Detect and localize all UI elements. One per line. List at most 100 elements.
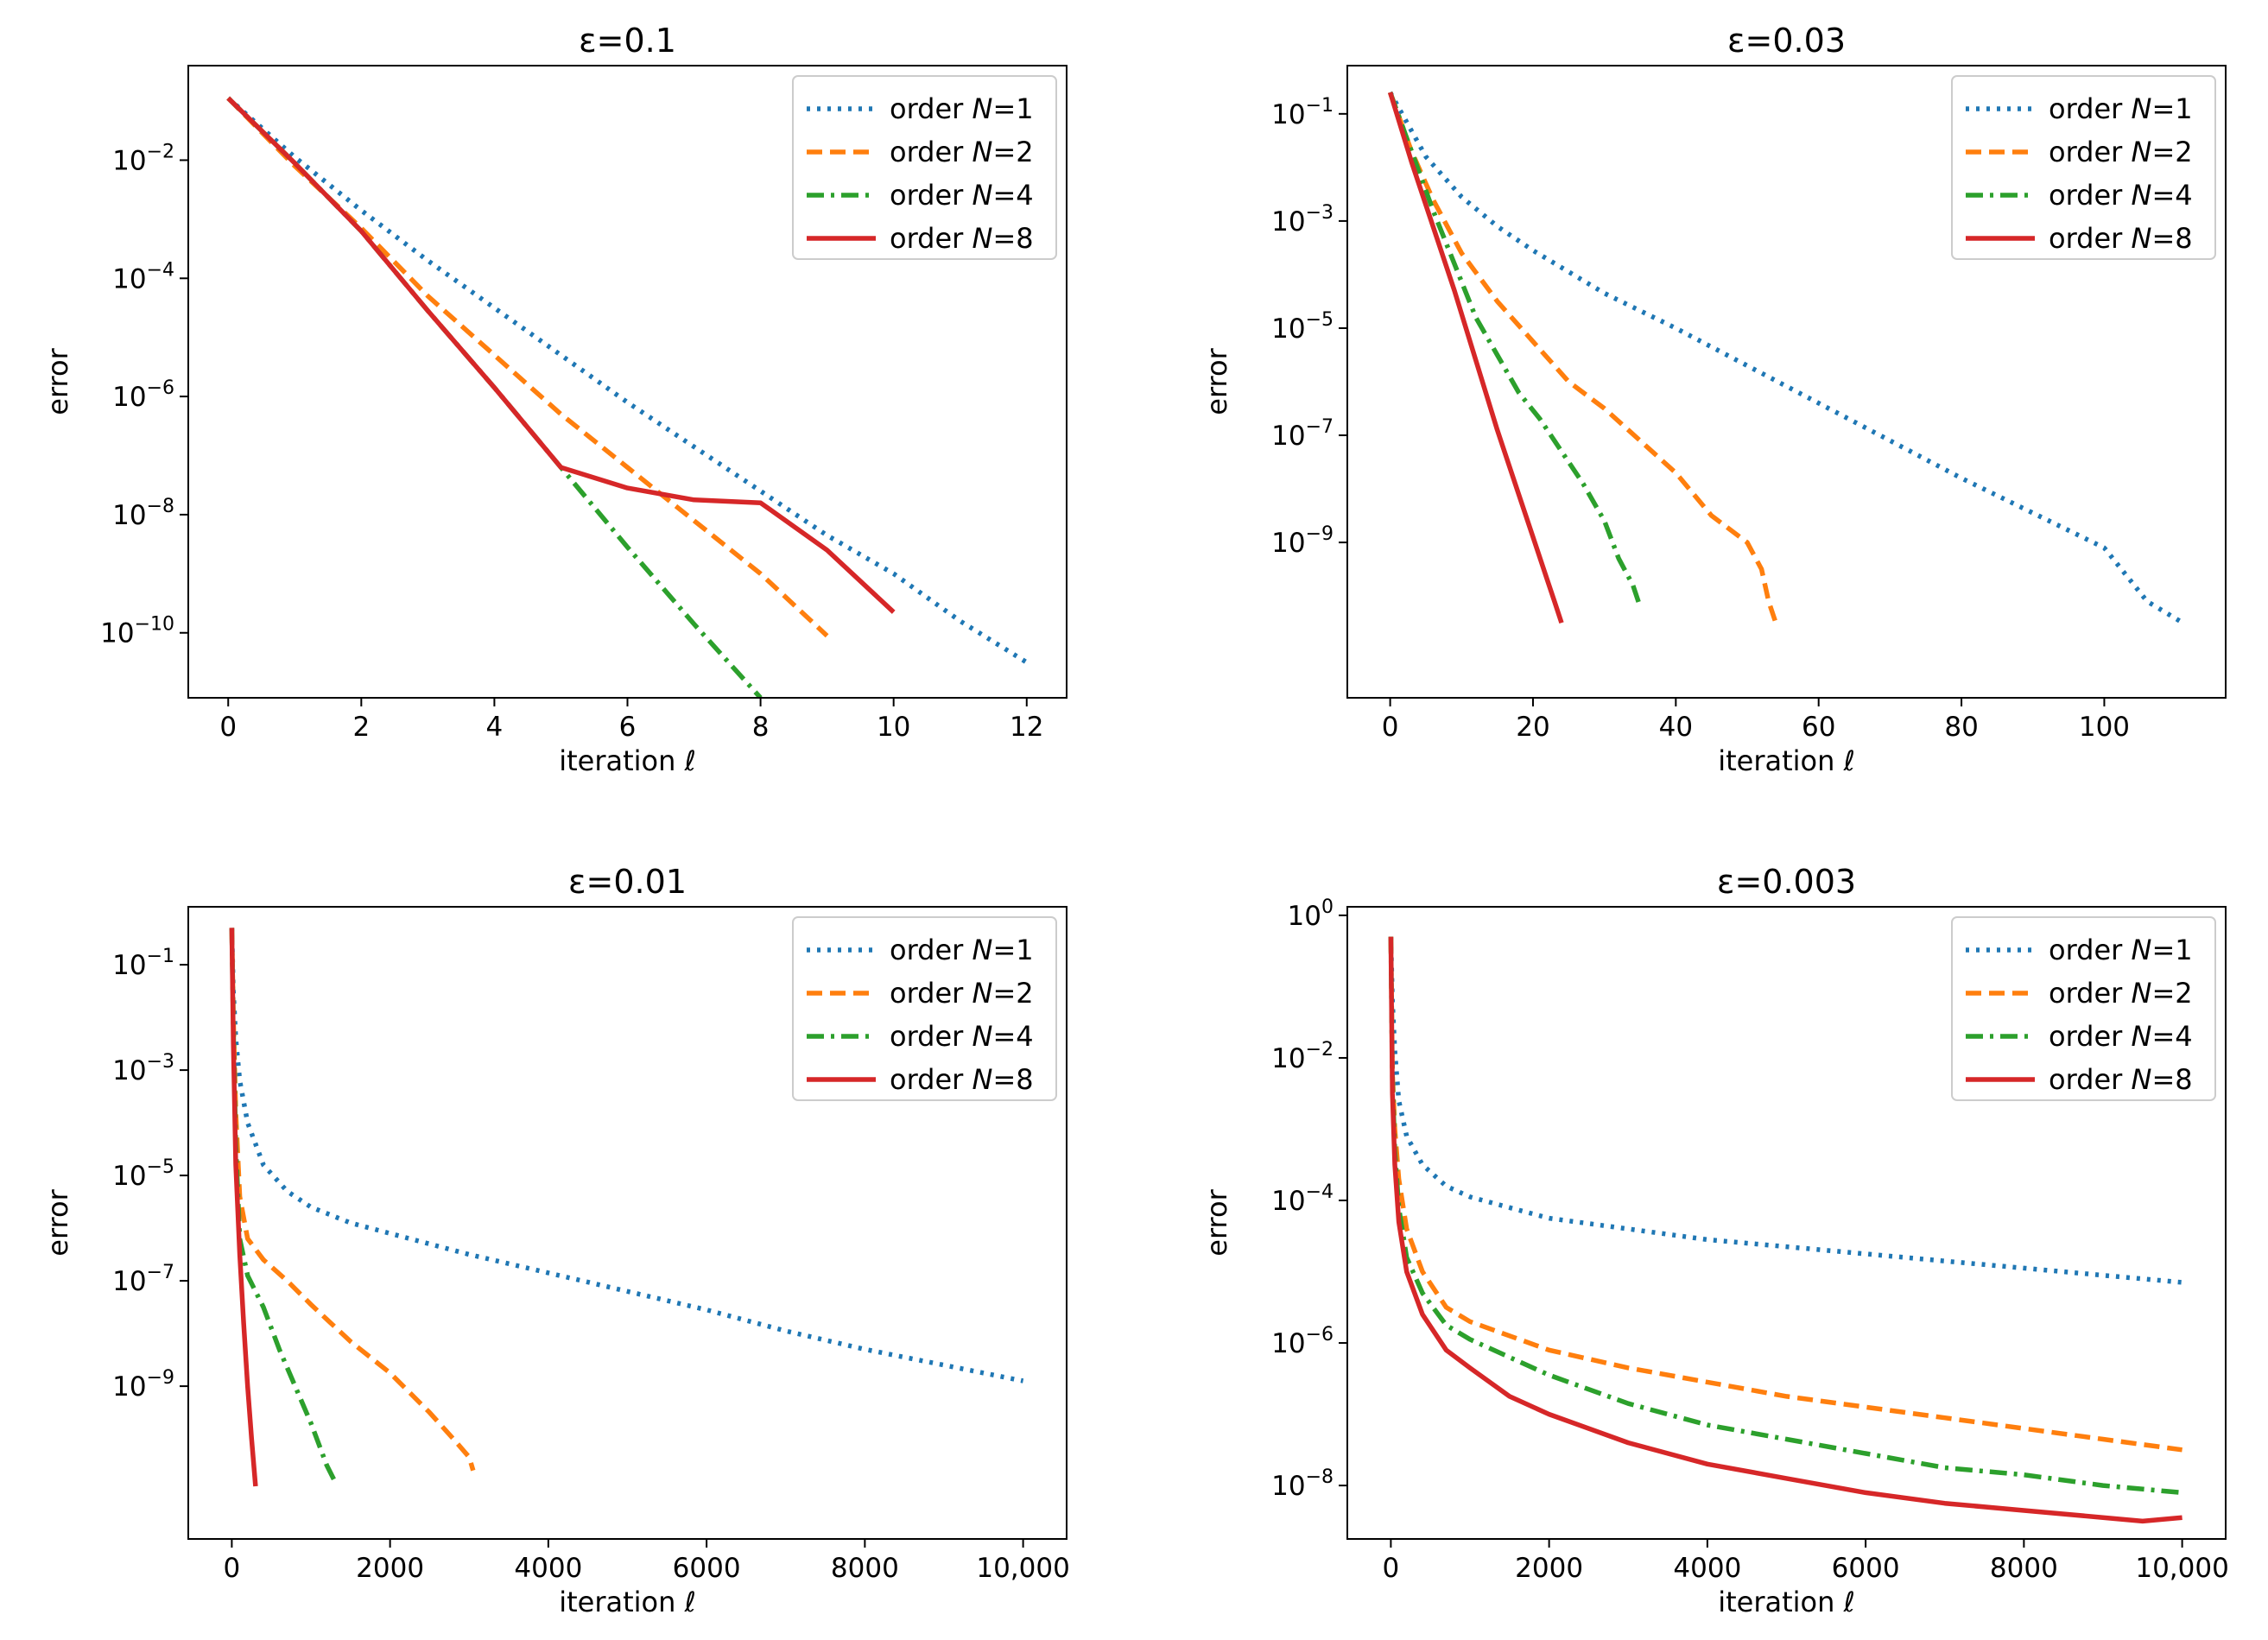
x-tick-label: 6 bbox=[619, 712, 637, 743]
series-line-n8 bbox=[1387, 92, 1564, 624]
x-tick-label: 40 bbox=[1659, 712, 1693, 743]
legend-label: order N=8 bbox=[2049, 1063, 2193, 1096]
chart-panel-4: 0 2000 4000 6000 8000 10,000 100 10−2 10−4 10−6 10… bbox=[1201, 863, 2229, 1618]
legend: order N=1 order N=2 order N=4 order N=8 bbox=[1951, 75, 2216, 260]
y-tick-label: 10−4 bbox=[112, 259, 174, 294]
chart-title: ε=0.03 bbox=[1727, 22, 1846, 60]
x-tick-label: 10 bbox=[877, 712, 910, 743]
y-tick-label: 10−6 bbox=[112, 377, 174, 413]
x-tick-label: 8000 bbox=[831, 1553, 899, 1584]
y-tick-label: 10−3 bbox=[1271, 202, 1334, 237]
x-tick-label: 2000 bbox=[1515, 1553, 1583, 1584]
y-tick-label: 10−9 bbox=[1271, 523, 1334, 559]
y-tick-label: 10−10 bbox=[100, 614, 174, 649]
x-tick-label: 4 bbox=[486, 712, 504, 743]
legend-label: order N=1 bbox=[890, 92, 1034, 125]
series-line-n4 bbox=[1388, 936, 2182, 1496]
legend-label: order N=1 bbox=[890, 934, 1034, 966]
legend-label: order N=2 bbox=[890, 136, 1034, 168]
chart-title: ε=0.003 bbox=[1717, 863, 1856, 901]
axes-frame bbox=[187, 906, 1067, 1540]
series-line-n1 bbox=[1388, 936, 2182, 1285]
x-tick-label: 2 bbox=[352, 712, 370, 743]
legend-box bbox=[1951, 75, 2216, 260]
legend-box bbox=[792, 75, 1057, 260]
x-tick-label: 100 bbox=[2079, 712, 2130, 743]
x-tick-label: 10,000 bbox=[2135, 1553, 2228, 1584]
x-tick-label: 12 bbox=[1010, 712, 1043, 743]
y-tick-label: 10−5 bbox=[1271, 309, 1334, 345]
x-tick-label: 8 bbox=[752, 712, 770, 743]
x-tick-label: 0 bbox=[219, 712, 237, 743]
series-line-n8 bbox=[1388, 936, 2182, 1524]
x-tick-label: 20 bbox=[1516, 712, 1549, 743]
y-tick-label: 10−1 bbox=[112, 946, 174, 981]
axes-frame bbox=[1346, 906, 2227, 1540]
x-tick-label: 6000 bbox=[1832, 1553, 1900, 1584]
legend-label: order N=8 bbox=[890, 222, 1034, 255]
y-tick-label: 10−6 bbox=[1271, 1324, 1334, 1359]
legend-label: order N=2 bbox=[2049, 136, 2193, 168]
x-tick-label: 10,000 bbox=[976, 1553, 1069, 1584]
y-tick-label: 10−7 bbox=[112, 1262, 174, 1297]
y-tick-label: 10−5 bbox=[112, 1156, 174, 1192]
y-axis-label: error bbox=[1201, 1188, 1233, 1256]
legend: order N=1 order N=2 order N=4 order N=8 bbox=[792, 916, 1057, 1101]
legend: order N=1 order N=2 order N=4 order N=8 bbox=[1951, 916, 2216, 1101]
y-axis-label: error bbox=[1201, 347, 1233, 415]
series-line-n1 bbox=[226, 96, 1029, 665]
legend-label: order N=1 bbox=[2049, 92, 2193, 125]
series-line-n2 bbox=[229, 928, 476, 1472]
chart-title: ε=0.01 bbox=[568, 863, 687, 901]
x-tick-label: 4000 bbox=[514, 1553, 582, 1584]
legend-label: order N=4 bbox=[2049, 179, 2193, 212]
series-line-n4 bbox=[226, 96, 763, 698]
axes-frame bbox=[1346, 65, 2227, 699]
legend-label: order N=4 bbox=[890, 1020, 1034, 1053]
legend-label: order N=2 bbox=[2049, 977, 2193, 1010]
x-axis-label: iteration ℓ bbox=[559, 1586, 696, 1618]
x-axis-label: iteration ℓ bbox=[559, 744, 696, 777]
legend-box bbox=[1951, 916, 2216, 1101]
y-tick-label: 10−9 bbox=[112, 1367, 174, 1403]
x-tick-label: 0 bbox=[224, 1553, 241, 1584]
series-line-n4 bbox=[1388, 92, 1643, 608]
chart-title: ε=0.1 bbox=[579, 22, 676, 60]
x-tick-label: 4000 bbox=[1673, 1553, 1741, 1584]
series-line-n2 bbox=[1388, 92, 1778, 624]
y-tick-label: 10−2 bbox=[112, 141, 174, 176]
y-axis-label: error bbox=[41, 1188, 74, 1256]
series-line-n1 bbox=[1388, 91, 2184, 625]
chart-panel-3: 0 2000 4000 6000 8000 10,000 10−1 10−3 10−5 10−7 1… bbox=[41, 863, 1070, 1618]
legend-label: order N=8 bbox=[2049, 222, 2193, 255]
y-tick-label: 10−7 bbox=[1271, 416, 1334, 452]
legend: order N=1 order N=2 order N=4 order N=8 bbox=[792, 75, 1057, 260]
x-tick-label: 0 bbox=[1383, 1553, 1400, 1584]
y-tick-label: 10−4 bbox=[1271, 1181, 1334, 1217]
x-tick-label: 6000 bbox=[673, 1553, 741, 1584]
series-line-n8 bbox=[229, 928, 258, 1487]
y-tick-label: 10−8 bbox=[112, 496, 174, 531]
legend-box bbox=[792, 916, 1057, 1101]
x-tick-label: 8000 bbox=[1990, 1553, 2058, 1584]
y-tick-label: 10−8 bbox=[1271, 1466, 1334, 1502]
y-tick-label: 10−2 bbox=[1271, 1039, 1334, 1074]
series-line-n8 bbox=[226, 96, 896, 614]
y-axis-label: error bbox=[41, 347, 74, 415]
x-axis-label: iteration ℓ bbox=[1718, 744, 1855, 777]
x-tick-label: 80 bbox=[1944, 712, 1978, 743]
chart-panel-1: 0 2 4 6 8 10 12 10−2 10−4 10−6 10−8 10−10 ε=0.1 itera… bbox=[41, 22, 1067, 777]
legend-label: order N=1 bbox=[2049, 934, 2193, 966]
legend-label: order N=4 bbox=[2049, 1020, 2193, 1053]
x-axis-label: iteration ℓ bbox=[1718, 1586, 1855, 1618]
x-tick-label: 2000 bbox=[356, 1553, 424, 1584]
series-line-n1 bbox=[229, 928, 1024, 1384]
series-line-n2 bbox=[226, 96, 829, 638]
legend-label: order N=2 bbox=[890, 977, 1034, 1010]
x-tick-label: 0 bbox=[1382, 712, 1399, 743]
legend-label: order N=8 bbox=[890, 1063, 1034, 1096]
x-tick-label: 60 bbox=[1802, 712, 1835, 743]
chart-panel-2: 0 20 40 60 80 100 10−1 10−3 10−5 10−7 10−9 ε=0.03 it… bbox=[1201, 22, 2227, 777]
y-tick-label: 10−1 bbox=[1271, 95, 1334, 130]
